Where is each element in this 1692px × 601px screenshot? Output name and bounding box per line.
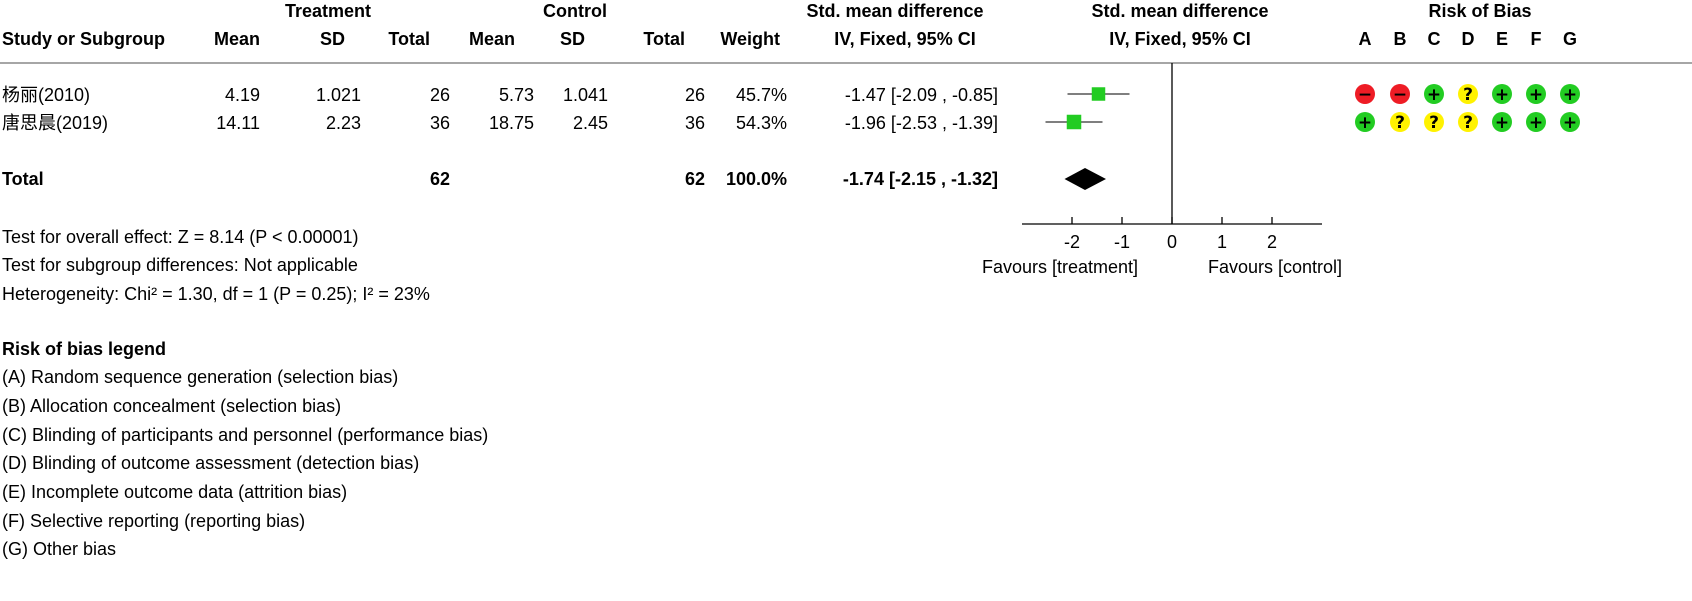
rob-low-symbol: + (1427, 85, 1441, 105)
treatment-mean-header: Mean (213, 29, 260, 49)
study-2-ci: -1.96 [-2.53 , -1.39] (844, 113, 998, 133)
rob-low-icon (1492, 112, 1512, 132)
rob-unclear-symbol: ? (1463, 85, 1473, 105)
rob-high-symbol: − (1393, 85, 1407, 105)
rob-unclear-icon (1458, 84, 1478, 104)
legend-item-b: (B) Allocation concealment (selection bi… (2, 396, 342, 416)
rob-unclear-icon (1424, 112, 1444, 132)
risk-of-bias-legend-title: Risk of bias legend (2, 339, 167, 359)
study-1-control-total: 26 (684, 85, 705, 105)
rob-domain-header-g: G (1562, 29, 1577, 49)
legend-item-c: (C) Blinding of participants and personn… (2, 425, 489, 445)
study-1-name: 杨丽(2010) (2, 85, 91, 105)
study-1-weight: 45.7% (735, 85, 787, 105)
x-axis-tick-label: -1 (1114, 232, 1130, 252)
x-axis-tick-label: 0 (1167, 232, 1177, 252)
total-treatment-total: 62 (429, 169, 450, 189)
study-2-name: 唐思晨(2019) (2, 113, 109, 133)
control-total-header: Total (643, 29, 685, 49)
control-mean-header: Mean (468, 29, 515, 49)
control-group-header: Control (543, 1, 607, 21)
legend-item-e: (E) Incomplete outcome data (attrition b… (2, 482, 348, 502)
total-ci: -1.74 [-2.15 , -1.32] (842, 169, 998, 189)
rob-low-icon (1492, 84, 1512, 104)
favours-treatment-label: Favours [treatment] (981, 257, 1139, 277)
legend-item-f: (F) Selective reporting (reporting bias) (2, 511, 306, 531)
rob-low-icon (1526, 84, 1546, 104)
subgroup-differences-test: Test for subgroup differences: Not appli… (2, 255, 358, 275)
treatment-group-header: Treatment (284, 1, 372, 21)
total-weight: 100.0% (725, 169, 787, 189)
study-column-header: Study or Subgroup (2, 29, 165, 49)
x-axis-tick-label: 2 (1267, 232, 1277, 252)
rob-domain-header-c: C (1427, 29, 1441, 49)
rob-low-icon (1560, 84, 1580, 104)
rob-low-symbol: + (1495, 85, 1509, 105)
control-sd-header: SD (559, 29, 585, 49)
treatment-total-header: Total (388, 29, 430, 49)
study-2-control-sd: 2.45 (572, 113, 608, 133)
x-axis-tick-label: 1 (1217, 232, 1227, 252)
favours-control-label: Favours [control] (1207, 257, 1343, 277)
study-1-ci: -1.47 [-2.09 , -0.85] (844, 85, 998, 105)
plot-group-header: Std. mean difference (1091, 1, 1269, 21)
study-1-treatment-mean: 4.19 (224, 85, 260, 105)
legend-item-a: (A) Random sequence generation (selectio… (2, 367, 399, 387)
rob-unclear-icon (1458, 112, 1478, 132)
rob-low-symbol: + (1563, 113, 1577, 133)
study-1-control-mean: 5.73 (498, 85, 534, 105)
legend-item-d: (D) Blinding of outcome assessment (dete… (2, 453, 420, 473)
study-1-treatment-total: 26 (429, 85, 450, 105)
smd-method-header: IV, Fixed, 95% CI (834, 29, 976, 49)
rob-low-icon (1560, 112, 1580, 132)
x-axis-tick-label: -2 (1064, 232, 1080, 252)
rob-low-symbol: + (1563, 85, 1577, 105)
rob-low-icon (1424, 84, 1444, 104)
rob-low-icon (1526, 112, 1546, 132)
study-2-treatment-mean: 14.11 (216, 113, 260, 133)
rob-domain-header-e: E (1495, 29, 1508, 49)
rob-domain-header-a: A (1358, 29, 1372, 49)
total-label: Total (2, 169, 44, 189)
rob-low-symbol: + (1529, 113, 1543, 133)
rob-high-icon (1390, 84, 1410, 104)
rob-domain-header-d: D (1461, 29, 1475, 49)
plot-method-header: IV, Fixed, 95% CI (1109, 29, 1251, 49)
rob-domain-header-f: F (1530, 29, 1542, 49)
legend-item-g: (G) Other bias (2, 539, 117, 559)
rob-unclear-symbol: ? (1429, 113, 1439, 133)
rob-high-symbol: − (1358, 85, 1372, 105)
overall-effect-test: Test for overall effect: Z = 8.14 (P < 0… (2, 227, 359, 247)
rob-unclear-icon (1390, 112, 1410, 132)
summary-diamond (1064, 168, 1106, 190)
heterogeneity-test: Heterogeneity: Chi² = 1.30, df = 1 (P = … (2, 284, 430, 304)
rob-low-symbol: + (1358, 113, 1372, 133)
study-1-control-sd: 1.041 (562, 85, 608, 105)
rob-domain-header-b: B (1393, 29, 1407, 49)
treatment-sd-header: SD (319, 29, 345, 49)
rob-low-icon (1355, 112, 1375, 132)
study-1-treatment-sd: 1.021 (315, 85, 361, 105)
study-1-marker (1091, 87, 1106, 101)
total-control-total: 62 (684, 169, 705, 189)
study-2-treatment-total: 36 (429, 113, 450, 133)
study-2-control-mean: 18.75 (488, 113, 534, 133)
rob-unclear-symbol: ? (1463, 113, 1473, 133)
rob-unclear-symbol: ? (1395, 113, 1405, 133)
rob-group-header: Risk of Bias (1428, 1, 1532, 21)
study-2-marker (1066, 114, 1082, 130)
rob-low-symbol: + (1529, 85, 1543, 105)
rob-low-symbol: + (1495, 113, 1509, 133)
smd-group-header: Std. mean difference (806, 1, 984, 21)
rob-high-icon (1355, 84, 1375, 104)
study-2-weight: 54.3% (735, 113, 787, 133)
weight-header: Weight (720, 29, 780, 49)
study-2-treatment-sd: 2.23 (325, 113, 361, 133)
study-2-control-total: 36 (684, 113, 705, 133)
